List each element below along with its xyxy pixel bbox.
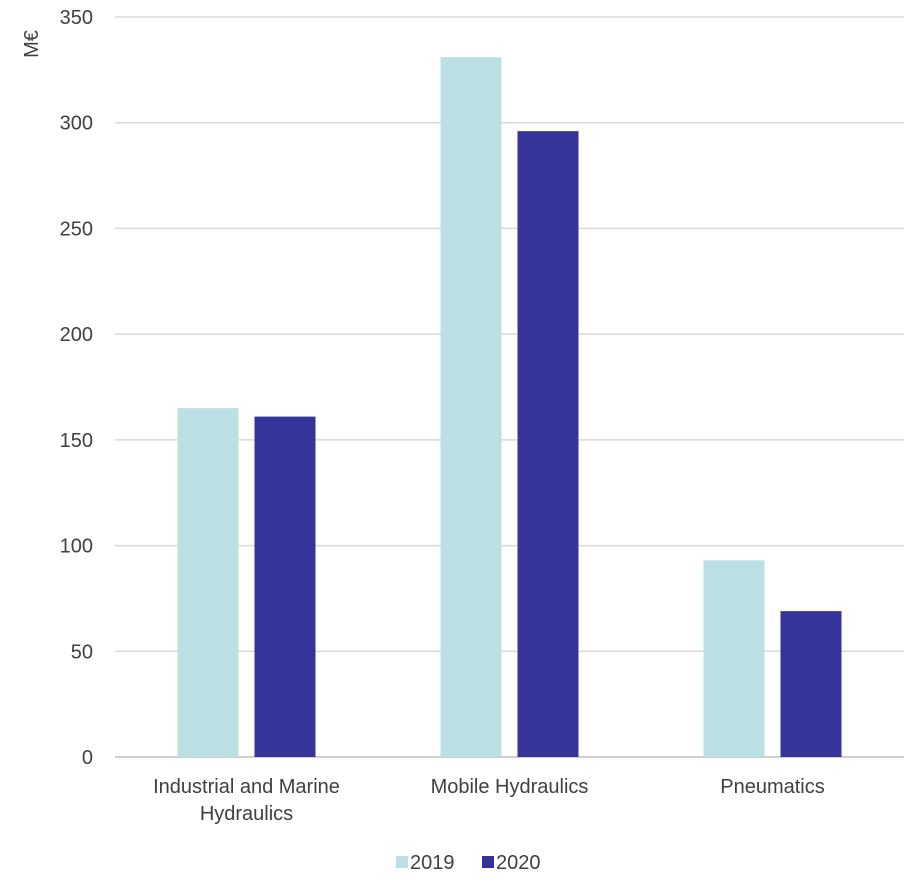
y-tick-label: 250 — [60, 218, 93, 240]
x-tick-label: Mobile Hydraulics — [431, 776, 589, 798]
legend-label-2020: 2020 — [496, 852, 541, 874]
legend-swatch-2020 — [482, 856, 494, 868]
y-axis-label: M€ — [21, 30, 43, 58]
y-tick-label: 100 — [60, 536, 93, 558]
bar-2019-1 — [440, 57, 502, 757]
bar-2020-1 — [517, 131, 579, 757]
y-tick-label: 50 — [71, 641, 93, 663]
legend-label-2019: 2019 — [410, 852, 455, 874]
y-tick-label: 200 — [60, 324, 93, 346]
bars — [177, 57, 842, 757]
y-tick-label: 300 — [60, 113, 93, 135]
legend-swatch-2019 — [396, 856, 408, 868]
bar-2019-2 — [703, 560, 765, 757]
bar-2020-2 — [780, 611, 842, 757]
x-tick-label: Hydraulics — [200, 803, 293, 825]
bar-2019-0 — [177, 408, 239, 757]
x-axis-ticks: Industrial and Marine Hydraulics Mobile Hy… — [153, 776, 825, 825]
y-tick-label: 350 — [60, 7, 93, 29]
legend: 2019 2020 — [396, 852, 541, 874]
gridlines — [115, 16, 904, 758]
bar-2020-0 — [254, 416, 316, 757]
y-tick-label: 150 — [60, 430, 93, 452]
x-tick-label: Industrial and Marine — [153, 776, 340, 798]
y-tick-label: 0 — [82, 747, 93, 769]
y-axis-ticks: 0 50 100 150 200 250 300 350 — [60, 7, 93, 769]
x-tick-label: Pneumatics — [720, 776, 825, 798]
